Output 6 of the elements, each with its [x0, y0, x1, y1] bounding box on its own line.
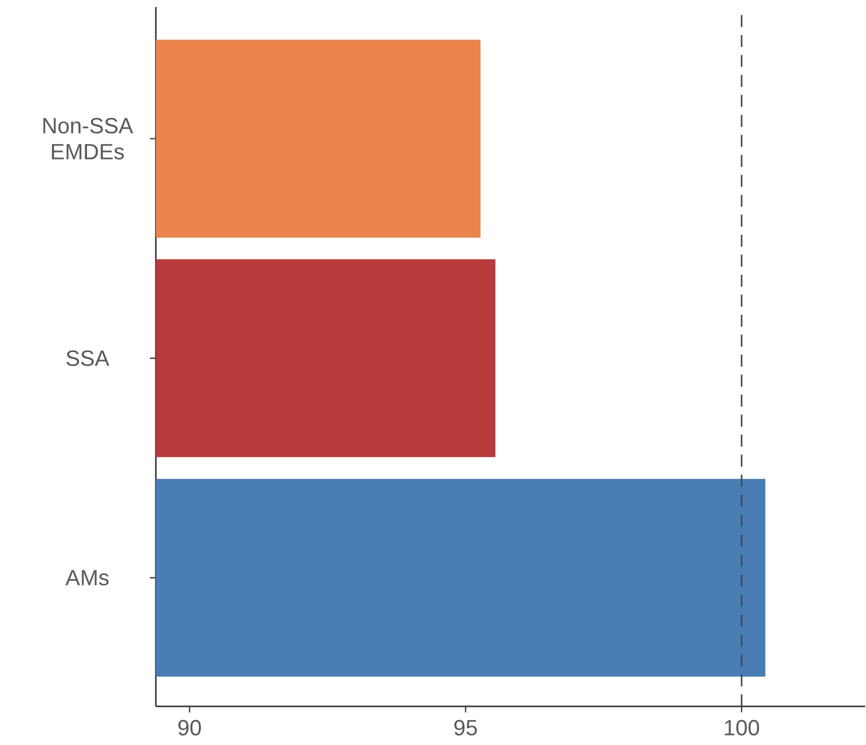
y-tick-label: SSA: [66, 350, 110, 366]
x-tick-label: 90: [178, 720, 201, 736]
x-tick-label: 95: [454, 720, 477, 736]
y-tick-label: AMs: [65, 570, 109, 586]
x-tick-label: 100: [724, 720, 760, 736]
y-tick-label: Non-SSA EMDEs: [43, 118, 134, 160]
